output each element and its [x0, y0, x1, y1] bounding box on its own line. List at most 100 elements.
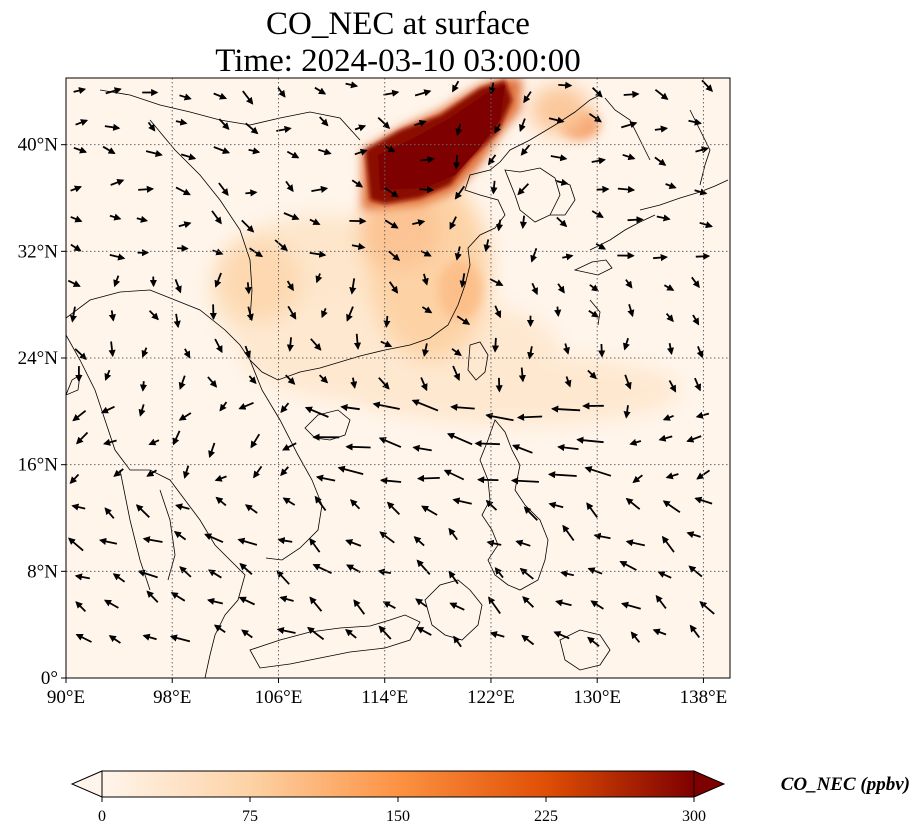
- wind-arrow: [388, 250, 401, 262]
- wind-arrow: [694, 188, 708, 196]
- lat-tick-label: 24°N: [18, 348, 59, 369]
- wind-arrow: [71, 503, 86, 511]
- wind-arrow: [665, 182, 677, 189]
- wind-arrow: [349, 278, 357, 295]
- wind-arrow: [72, 409, 87, 422]
- wind-arrow: [523, 506, 538, 521]
- wind-arrow: [103, 599, 119, 609]
- colorbar-extend-min: [70, 770, 103, 798]
- wind-arrow: [379, 477, 402, 485]
- wind-arrow: [285, 374, 296, 385]
- wind-arrow: [310, 338, 322, 351]
- wind-arrow: [520, 144, 531, 156]
- wind-arrow: [75, 633, 92, 643]
- wind-arrow: [147, 121, 156, 132]
- wind-arrow: [421, 343, 430, 357]
- wind-arrow: [249, 247, 264, 258]
- wind-arrow: [283, 212, 300, 221]
- wind-arrow: [653, 253, 668, 262]
- wind-arrow: [515, 539, 531, 547]
- wind-arrow: [105, 87, 122, 95]
- wind-arrow: [494, 305, 502, 319]
- wind-arrow: [446, 432, 473, 446]
- wind-arrow: [248, 375, 257, 385]
- wind-arrow: [74, 348, 87, 360]
- lat-tick-label: 40°N: [18, 135, 59, 156]
- colorbar-tick-label: 75: [242, 808, 258, 825]
- wind-arrow: [623, 405, 631, 419]
- map-frame: [65, 77, 731, 679]
- lon-tick-label: 130°E: [573, 687, 621, 708]
- wind-arrow: [416, 474, 440, 483]
- wind-arrow: [456, 315, 471, 325]
- wind-arrow: [69, 473, 80, 485]
- wind-arrow: [69, 306, 77, 323]
- wind-arrow: [177, 244, 189, 252]
- wind-arrow: [414, 119, 427, 127]
- wind-arrow: [75, 119, 89, 126]
- wind-arrow: [548, 501, 564, 509]
- wind-arrow: [584, 466, 612, 477]
- wind-arrow: [113, 275, 121, 288]
- wind-arrow: [346, 306, 354, 322]
- lon-tick-label: 138°E: [680, 687, 728, 708]
- wind-arrow: [519, 118, 526, 132]
- wind-arrow: [474, 439, 500, 448]
- wind-arrow: [665, 313, 674, 323]
- wind-arrow: [443, 469, 465, 481]
- wind-arrow: [241, 629, 253, 639]
- latitude-tick-labels: 0° 8°N 16°N 24°N 32°N 40°N: [18, 135, 66, 689]
- wind-arrow: [421, 505, 438, 516]
- wind-arrow: [556, 216, 568, 228]
- wind-arrow: [213, 146, 231, 154]
- wind-vectors: [67, 79, 715, 648]
- wind-arrow: [170, 592, 186, 602]
- wind-arrow: [696, 346, 704, 359]
- wind-arrow: [183, 348, 191, 359]
- wind-arrow: [146, 590, 159, 603]
- wind-arrow: [510, 477, 539, 485]
- wind-arrow: [349, 499, 361, 510]
- wind-arrow: [103, 438, 117, 446]
- wind-arrow: [70, 185, 82, 193]
- wind-arrow: [448, 570, 459, 585]
- wind-arrow: [557, 443, 579, 452]
- wind-arrow: [490, 180, 498, 195]
- wind-arrow: [309, 596, 323, 612]
- wind-arrow: [182, 465, 190, 479]
- wind-arrow: [485, 499, 498, 511]
- wind-arrow: [576, 436, 604, 444]
- chart-title-line-2: Time: 2024-03-10 03:00:00: [215, 43, 581, 79]
- wind-arrow: [486, 539, 502, 547]
- wind-arrow: [483, 239, 491, 253]
- wind-arrow: [218, 182, 229, 196]
- wind-arrow: [517, 183, 530, 196]
- wind-arrow: [250, 433, 261, 449]
- wind-arrow: [494, 567, 504, 579]
- wind-arrow: [218, 118, 230, 130]
- wind-arrow: [245, 189, 258, 197]
- wind-arrow: [148, 438, 160, 446]
- wind-arrow: [75, 431, 89, 445]
- wind-arrow: [214, 474, 227, 482]
- wind-arrow: [452, 80, 460, 93]
- wind-arrow: [215, 496, 227, 507]
- wind-arrow: [309, 218, 321, 226]
- wind-arrow: [276, 627, 296, 635]
- wind-arrow: [241, 219, 255, 233]
- wind-arrow: [416, 626, 432, 636]
- wind-arrow: [588, 112, 602, 123]
- wind-arrow: [178, 221, 192, 229]
- wind-arrow: [109, 213, 122, 221]
- wind-arrow: [146, 469, 157, 477]
- wind-arrow: [175, 503, 190, 511]
- wind-arrow: [512, 444, 533, 454]
- wind-arrow: [384, 187, 399, 198]
- wind-arrow: [304, 406, 329, 418]
- wind-arrow: [372, 401, 400, 410]
- wind-arrow: [622, 153, 636, 161]
- wind-arrow: [208, 442, 216, 459]
- wind-arrow: [662, 414, 674, 421]
- wind-arrow: [174, 278, 182, 294]
- wind-arrow: [562, 253, 574, 261]
